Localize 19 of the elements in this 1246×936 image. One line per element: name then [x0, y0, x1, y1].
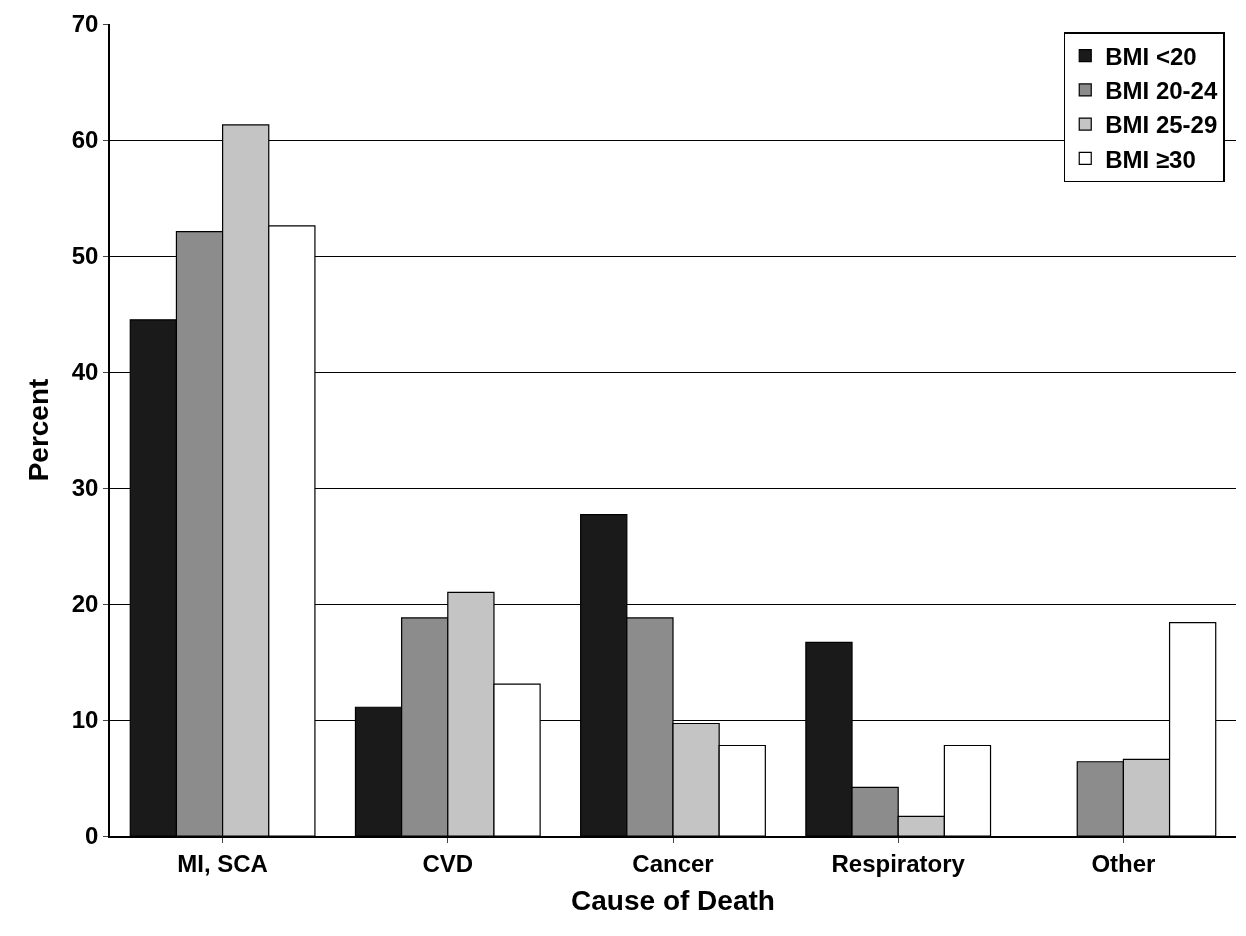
- x-tick-label: CVD: [422, 849, 474, 877]
- legend-label: BMI 20-24: [1105, 77, 1218, 105]
- y-tick-label: 20: [71, 590, 99, 618]
- legend-label: BMI <20: [1105, 43, 1197, 71]
- y-tick-label: 0: [85, 822, 99, 850]
- x-tick-label: MI, SCA: [177, 849, 268, 877]
- y-tick-label: 70: [71, 10, 99, 38]
- legend-label: BMI 25-29: [1105, 111, 1218, 139]
- y-axis-title: Percent: [22, 378, 54, 482]
- legend-label: BMI ≥30: [1105, 145, 1196, 173]
- y-tick-label: 30: [71, 474, 99, 502]
- x-tick-label: Respiratory: [831, 849, 966, 877]
- y-tick-label: 10: [71, 706, 99, 734]
- y-tick-label: 60: [71, 126, 99, 154]
- x-tick-label: Other: [1091, 849, 1156, 877]
- y-tick-label: 50: [71, 242, 99, 270]
- x-tick-label: Cancer: [632, 849, 714, 877]
- x-axis-title: Cause of Death: [571, 885, 775, 917]
- y-tick-label: 40: [71, 358, 99, 386]
